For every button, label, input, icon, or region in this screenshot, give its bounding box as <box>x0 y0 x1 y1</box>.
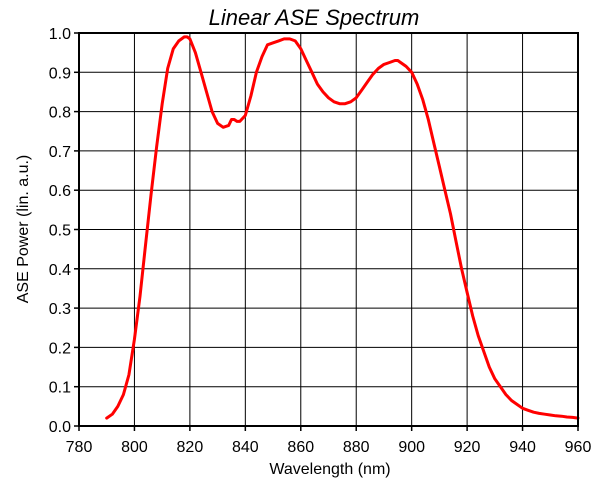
y-tick-label: 0.6 <box>49 183 71 200</box>
y-tick-label: 0.5 <box>49 223 71 240</box>
x-tick-label: 820 <box>177 439 204 456</box>
y-tick-label: 1.0 <box>49 26 71 43</box>
y-tick-label: 0.4 <box>49 262 71 279</box>
x-tick-label: 940 <box>509 439 536 456</box>
x-tick-label: 860 <box>287 439 314 456</box>
x-tick-label: 800 <box>121 439 148 456</box>
x-axis-title: Wavelength (nm) <box>269 461 390 478</box>
y-tick-label: 0.0 <box>49 419 71 436</box>
gridlines <box>78 32 579 427</box>
x-tick-label: 840 <box>232 439 259 456</box>
series-line <box>105 35 580 420</box>
tick-marks <box>74 32 579 431</box>
x-tick-label: 960 <box>565 439 592 456</box>
x-tick-label: 880 <box>343 439 370 456</box>
y-tick-label: 0.9 <box>49 65 71 82</box>
y-tick-label: 0.7 <box>49 144 71 161</box>
series-layer <box>105 35 580 420</box>
y-tick-label: 0.3 <box>49 301 71 318</box>
y-axis-title: ASE Power (lin. a.u.) <box>15 155 32 304</box>
x-tick-labels: 780 800 820 840 860 880 900 920 940 960 <box>66 439 592 456</box>
x-tick-label: 780 <box>66 439 93 456</box>
chart-title: Linear ASE Spectrum <box>209 5 420 30</box>
y-tick-labels: 0.0 0.1 0.2 0.3 0.4 0.5 0.6 0.7 0.8 0.9 1.0 <box>49 26 71 436</box>
x-tick-label: 920 <box>454 439 481 456</box>
y-tick-label: 0.2 <box>49 340 71 357</box>
y-tick-label: 0.8 <box>49 105 71 122</box>
y-tick-label: 0.1 <box>49 380 71 397</box>
x-tick-label: 900 <box>398 439 425 456</box>
